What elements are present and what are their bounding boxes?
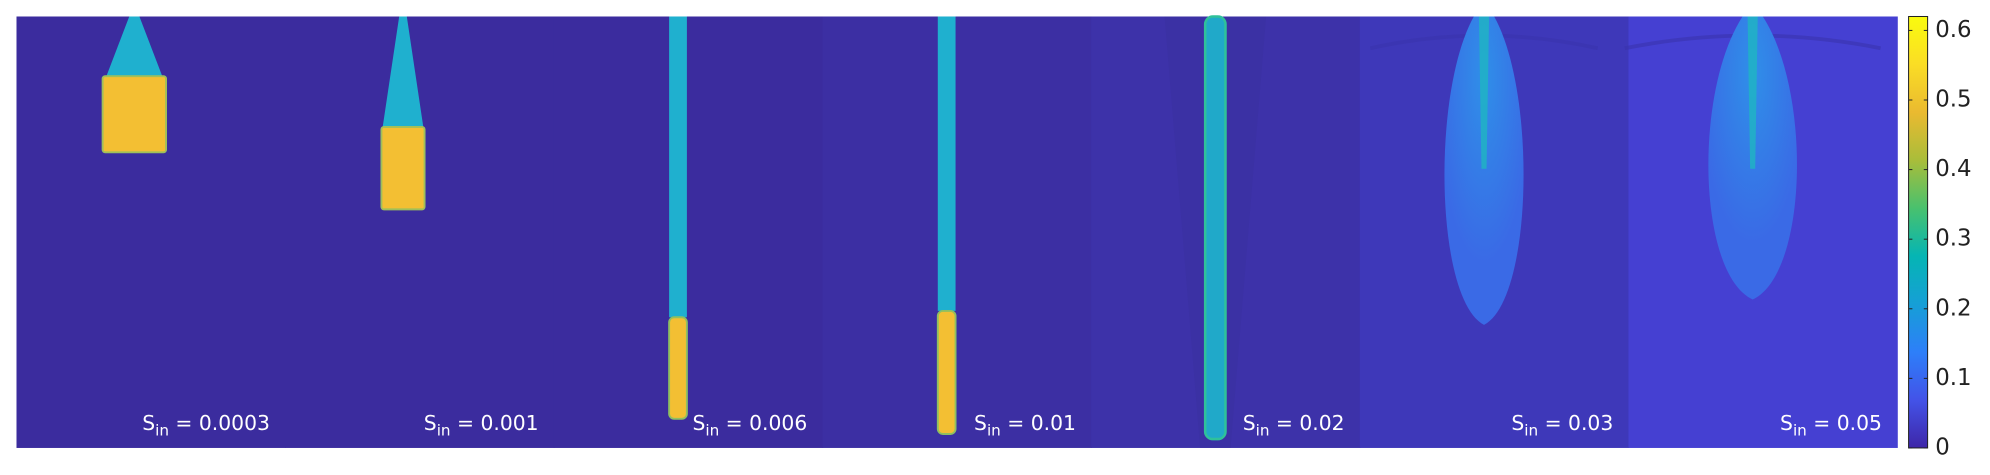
colorbar-tick-label: 0.5 [1935,87,1971,113]
label-text: = 0.03 [1538,411,1613,435]
panel-background [553,16,824,448]
plume-body [1444,16,1524,325]
colorbar [1908,15,1929,449]
plume-solid [380,125,426,211]
panel-label: Sin = 0.0003 [142,411,270,439]
plume-solid [101,75,168,154]
label-subscript: in [705,421,719,439]
label-text: = 0.0003 [169,411,270,435]
plume-core [1478,16,1490,169]
plume-core [106,16,163,77]
label-subscript: in [437,421,451,439]
colorbar-tick-label: 0.1 [1935,365,1971,391]
figure-body: Sin = 0.0003 Sin = 0.001 Sin = 0.006 Sin = … [16,15,1972,460]
label-text: S [1780,411,1793,435]
panel-label: Sin = 0.006 [692,411,807,439]
plume-core [937,16,956,311]
label-text: = 0.01 [1001,411,1076,435]
label-subscript: in [1793,421,1807,439]
plume-solid [936,309,957,435]
label-text: S [974,411,987,435]
label-text: = 0.05 [1807,411,1882,435]
panel-background [285,16,555,448]
plume-solid [668,316,688,420]
label-text: = 0.001 [451,411,539,435]
panel-label: Sin = 0.01 [974,411,1076,439]
plume-core [382,16,424,127]
label-subscript: in [1524,421,1538,439]
panel-label: Sin = 0.05 [1780,411,1882,439]
label-subscript: in [987,421,1001,439]
label-text: S [142,411,155,435]
panel-background [822,16,1092,448]
label-text: = 0.02 [1269,411,1344,435]
panel-label: Sin = 0.02 [1243,411,1345,439]
label-text: S [1511,411,1524,435]
plume-core [1747,16,1758,169]
colorbar-tick-label: 0 [1935,434,1950,460]
plume-core [669,16,687,318]
panel-label: Sin = 0.001 [424,411,539,439]
plume-core [1203,15,1227,441]
colorbar-tick-label: 0.4 [1935,156,1971,182]
label-subscript: in [1256,421,1270,439]
label-text: S [1243,411,1256,435]
colorbar-tick-label: 0.2 [1935,295,1971,321]
colorbar-tick-label: 0.6 [1935,17,1971,43]
colorbar-tick-label: 0.3 [1935,226,1971,252]
label-text: = 0.006 [719,411,807,435]
label-subscript: in [155,421,169,439]
label-text: S [692,411,705,435]
panel-label: Sin = 0.03 [1511,411,1613,439]
label-text: S [424,411,437,435]
